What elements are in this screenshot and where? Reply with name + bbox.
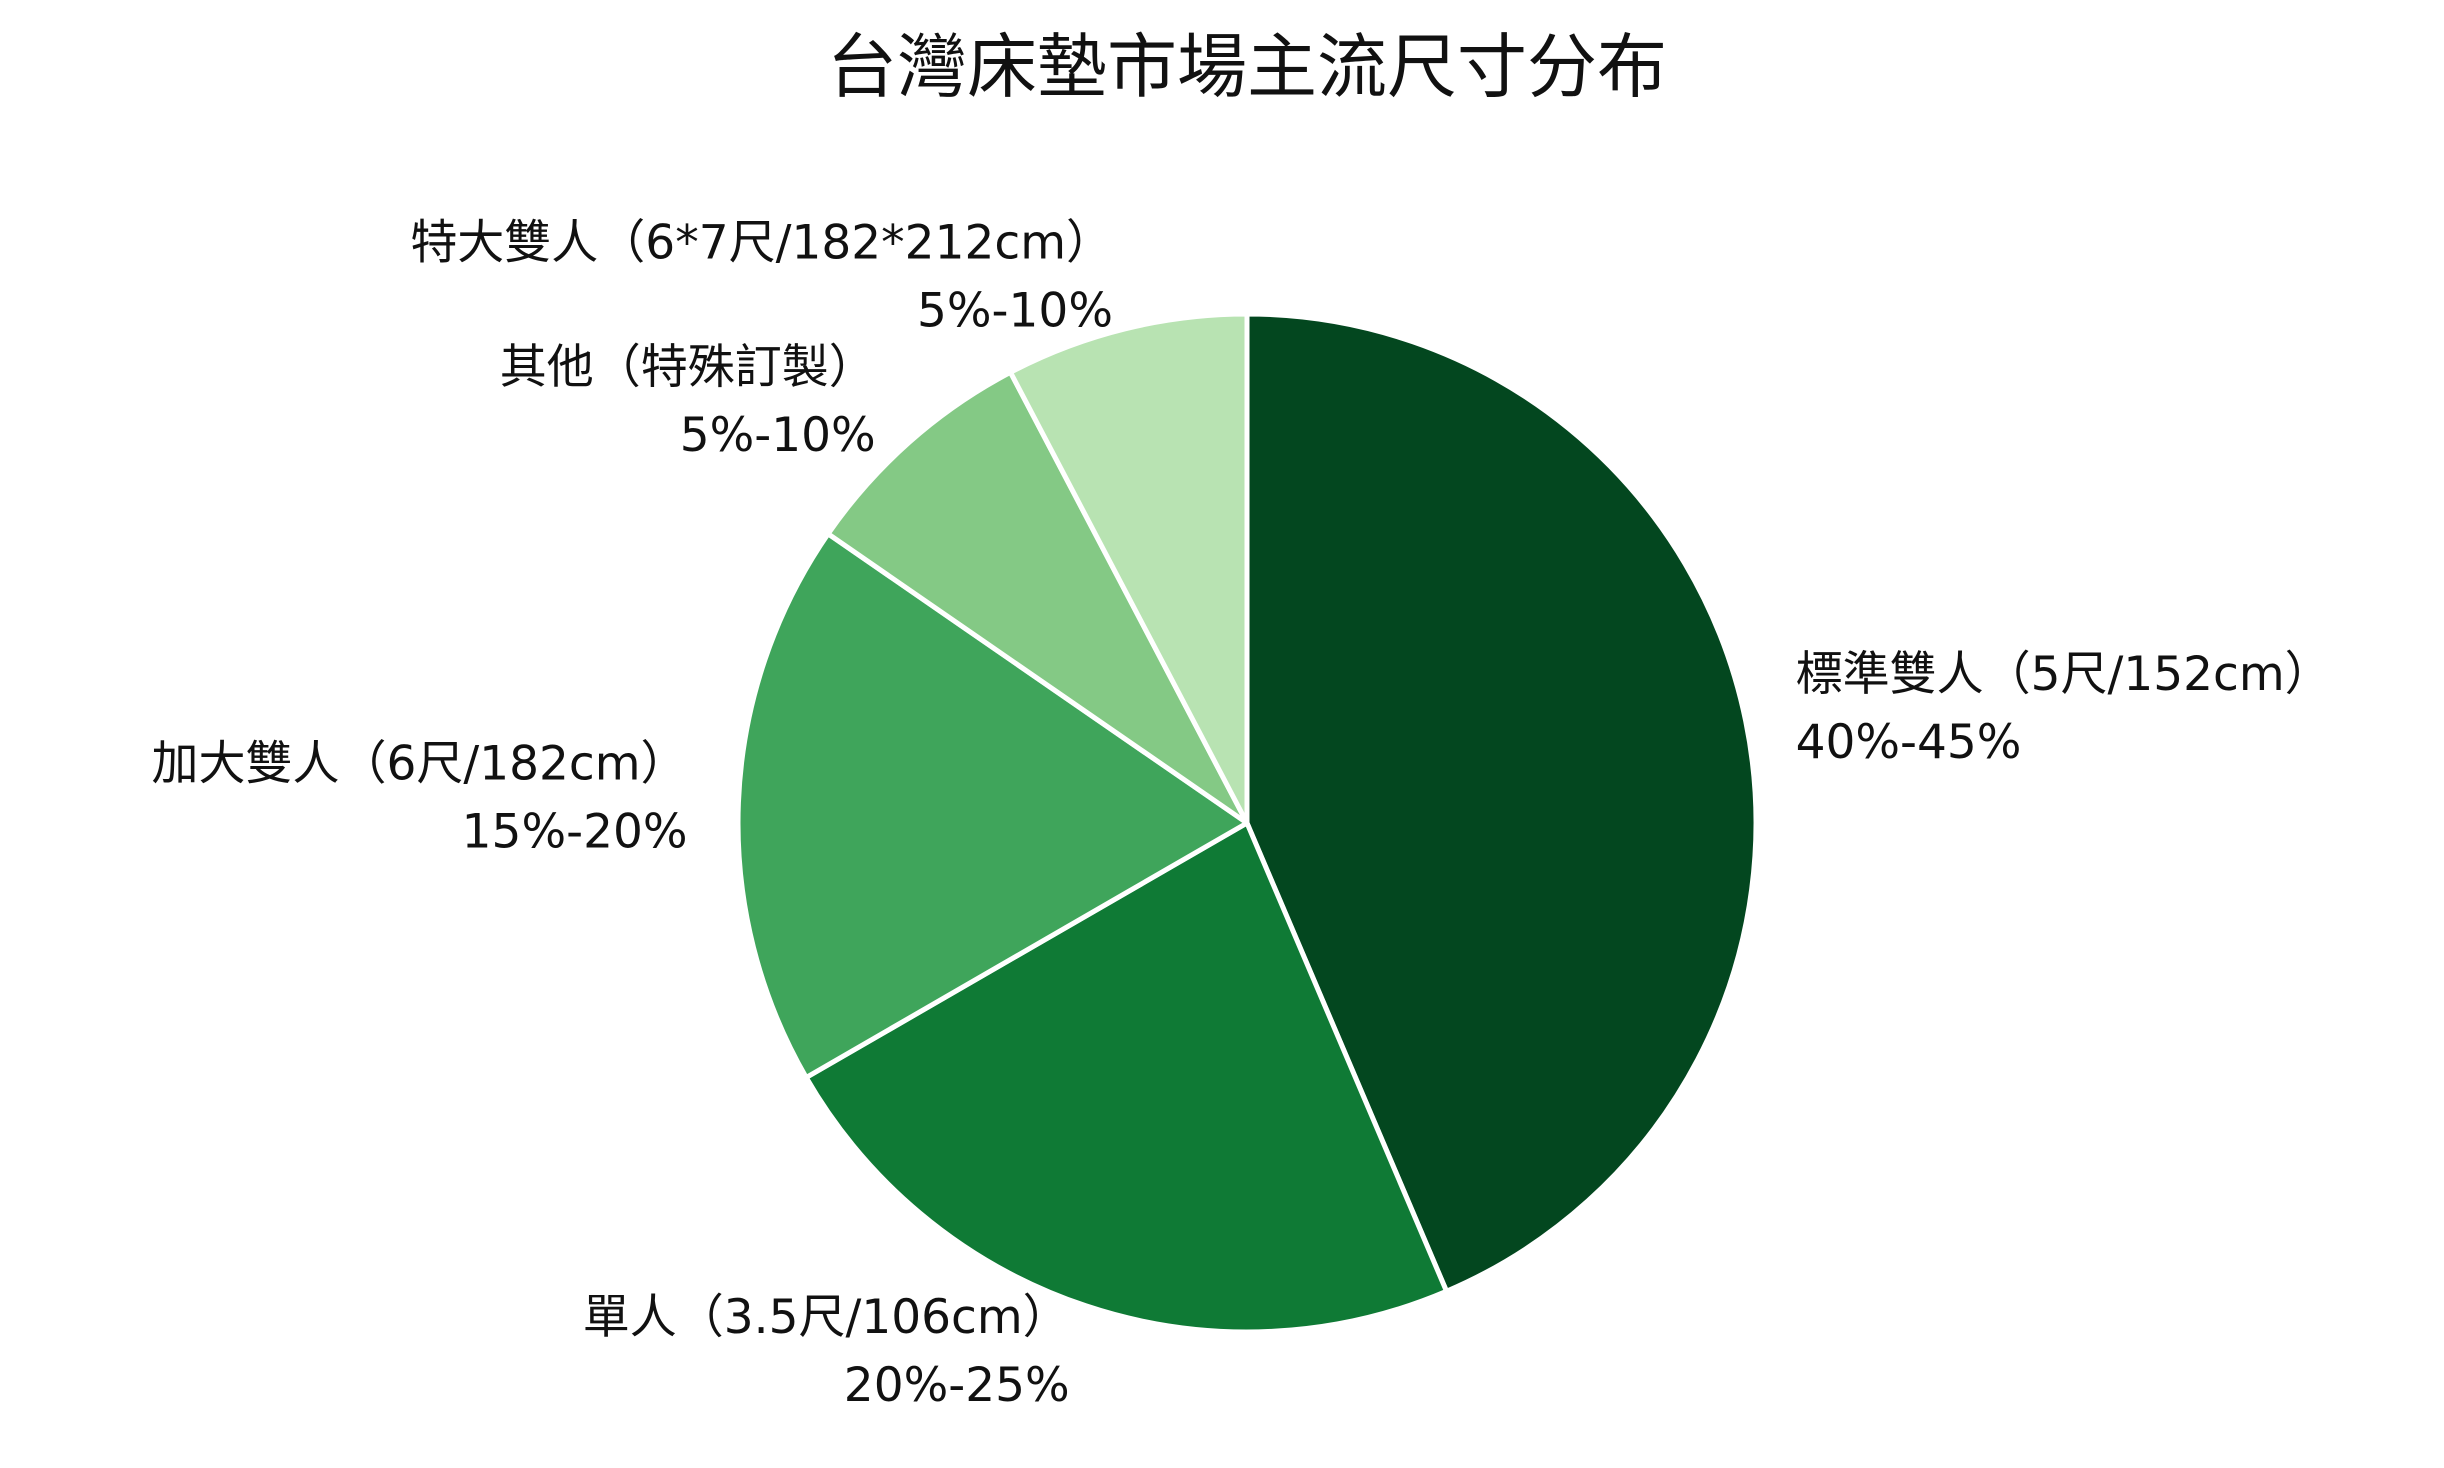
value-label: 20%-25% bbox=[844, 1358, 1070, 1413]
pie-slice bbox=[735, 531, 1250, 1080]
chart-title: 台灣床墊市場主流尺寸分布 bbox=[827, 26, 1667, 108]
slice-label: 加大雙人（6尺/182cm） 15%-20% bbox=[151, 736, 687, 859]
slice-label: 特大雙人（6*7尺/182*212cm） 5%-10% bbox=[410, 215, 1113, 338]
value-label: 15%-20% bbox=[462, 804, 688, 859]
value-label: 5%-10% bbox=[680, 407, 876, 462]
value-label: 5%-10% bbox=[917, 283, 1113, 338]
slice-label: 單人（3.5尺/106cm） 20%-25% bbox=[583, 1290, 1070, 1413]
category-label: 特大雙人（6*7尺/182*212cm） bbox=[410, 215, 1113, 270]
category-label: 單人（3.5尺/106cm） bbox=[583, 1290, 1070, 1345]
pie-slice bbox=[825, 369, 1250, 826]
slice-label: 其他（特殊訂製） 5%-10% bbox=[500, 339, 876, 462]
pie-slice bbox=[1244, 311, 1759, 1294]
pie-slice bbox=[803, 820, 1450, 1335]
value-label: 40%-45% bbox=[1796, 715, 2022, 770]
pie-slice bbox=[1007, 311, 1250, 826]
slice-label: 標準雙人（5尺/152cm） 40%-45% bbox=[1796, 647, 2332, 770]
category-label: 標準雙人（5尺/152cm） bbox=[1796, 647, 2332, 702]
category-label: 加大雙人（6尺/182cm） bbox=[151, 736, 687, 791]
category-label: 其他（特殊訂製） bbox=[500, 339, 876, 394]
